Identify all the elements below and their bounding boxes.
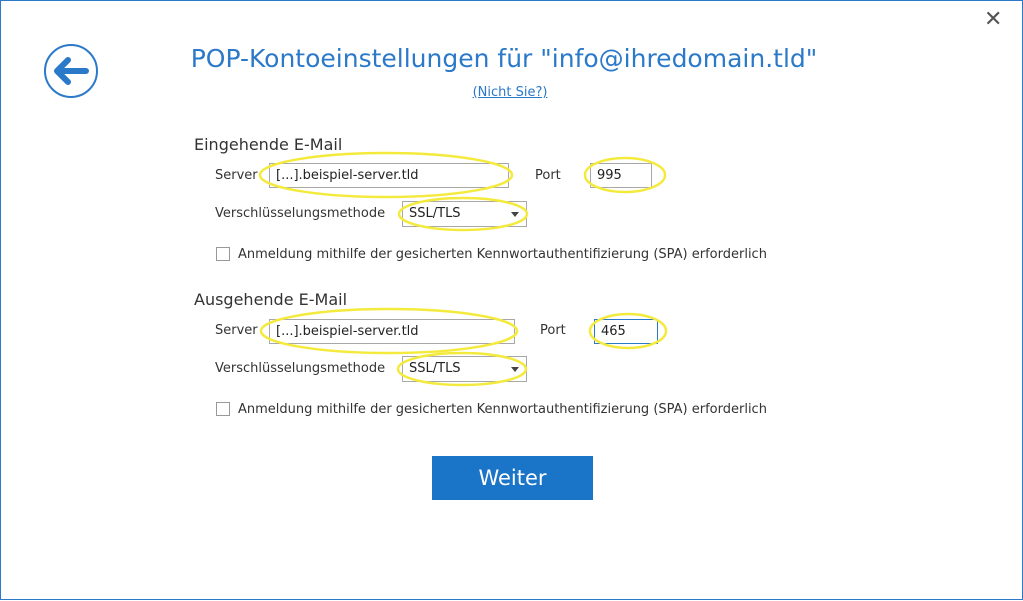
label: Port: [540, 323, 566, 338]
label: Port: [535, 168, 561, 183]
port-input[interactable]: 995: [590, 163, 652, 188]
section-heading: Eingehende E-Mail: [194, 135, 343, 154]
spa-checkbox[interactable]: [216, 402, 230, 416]
checkbox-label: Anmeldung mithilfe der gesicherten Kennw…: [238, 247, 767, 262]
section-heading: Ausgehende E-Mail: [194, 290, 348, 309]
close-button[interactable]: ✕: [984, 7, 1003, 32]
checkbox-label: Anmeldung mithilfe der gesicherten Kennw…: [238, 402, 767, 417]
label: Server: [215, 168, 258, 183]
server-input[interactable]: [...].beispiel-server.tld: [269, 319, 515, 344]
port-input[interactable]: 465: [594, 319, 658, 344]
not-you-link[interactable]: (Nicht Sie?): [472, 85, 548, 100]
label: Verschlüsselungsmethode: [215, 361, 386, 376]
encryption-dropdown[interactable]: SSL/TLS: [402, 356, 527, 382]
spa-checkbox[interactable]: [216, 247, 230, 261]
label: Server: [215, 323, 258, 338]
label: Verschlüsselungsmethode: [215, 206, 386, 221]
server-input[interactable]: [...].beispiel-server.tld: [269, 163, 509, 188]
back-button[interactable]: [44, 44, 98, 98]
encryption-dropdown[interactable]: SSL/TLS: [402, 201, 527, 227]
title: POP-Kontoeinstellungen für "info@ihredom…: [190, 44, 818, 73]
next-button[interactable]: Weiter: [432, 456, 593, 500]
